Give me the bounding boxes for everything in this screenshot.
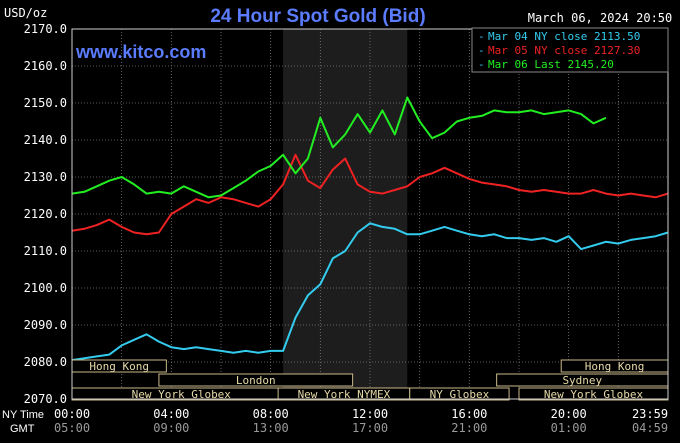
units-label: USD/oz (4, 6, 47, 20)
x-tick-label-ny: 20:00 (551, 407, 587, 421)
date-stamp: March 06, 2024 20:50 (528, 11, 673, 25)
legend-marker: - (478, 44, 485, 57)
x-tick-label-ny: 12:00 (352, 407, 388, 421)
session-label: Hong Kong (585, 360, 645, 373)
watermark: www.kitco.com (75, 42, 206, 62)
y-tick-label: 2110.0 (24, 244, 67, 258)
y-tick-label: 2100.0 (24, 281, 67, 295)
series-line-1 (71, 222, 669, 362)
y-tick-label: 2080.0 (24, 355, 67, 369)
session-label: New York Globex (132, 388, 232, 401)
session-label: NY Globex (430, 388, 490, 401)
plot-frame (71, 28, 669, 400)
x-tick-label-ny: 04:00 (153, 407, 189, 421)
x-tick-label-gmt: 13:00 (253, 421, 289, 435)
x-tick-label-ny: 16:00 (451, 407, 487, 421)
y-tick-label: 2170.0 (24, 22, 67, 36)
session-label: New York NYMEX (298, 388, 391, 401)
series-line-2 (71, 153, 669, 236)
session-label: New York Globex (544, 388, 644, 401)
session-label: London (236, 374, 276, 387)
session-label: Sydney (562, 374, 602, 387)
plot-border (71, 28, 669, 400)
y-tick-label: 2120.0 (24, 207, 67, 221)
x-tick-label-ny: 23:59 (632, 407, 668, 421)
chart-title: 24 Hour Spot Gold (Bid) (210, 6, 425, 27)
series-lines (71, 96, 669, 362)
x-tick-label-gmt: 05:00 (54, 421, 90, 435)
x-tick-label-gmt: 21:00 (451, 421, 487, 435)
x-tick-label-gmt: 01:00 (551, 421, 587, 435)
x-tick-label-ny: 00:00 (54, 407, 90, 421)
legend-entry: Mar 06 Last 2145.20 (488, 58, 614, 71)
series-line-3 (71, 96, 607, 199)
legend-marker: - (478, 58, 485, 71)
x-tick-labels: 00:00 04:00 08:00 12:00 16:00 20:00 23:59 05:00… (54, 407, 668, 435)
legend-box (471, 27, 669, 73)
y-tick-label: 2130.0 (24, 170, 67, 184)
x-tick-label-ny: 08:00 (253, 407, 289, 421)
legend-entry: Mar 05 NY close 2127.30 (488, 44, 640, 57)
grid (72, 29, 668, 399)
session-box (158, 373, 354, 387)
legend-marker: - (478, 30, 485, 43)
y-tick-label: 2160.0 (24, 59, 67, 73)
legend-entry: Mar 04 NY close 2113.50 (488, 30, 640, 43)
y-tick-label: 2070.0 (24, 392, 67, 406)
y-tick-label: 2150.0 (24, 96, 67, 110)
gmt-row-label: GMT (10, 423, 35, 435)
y-tick-label: 2140.0 (24, 133, 67, 147)
x-tick-label-gmt: 17:00 (352, 421, 388, 435)
legend: - Mar 04 NY close 2113.50- Mar 05 NY close… (471, 27, 669, 73)
ny-time-row-label: NY Time (2, 409, 44, 421)
x-tick-label-gmt: 09:00 (153, 421, 189, 435)
x-tick-label-gmt: 04:59 (632, 421, 668, 435)
y-tick-label: 2090.0 (24, 318, 67, 332)
market-session-labels: Hong Kong London New York Globex New York N… (71, 359, 669, 401)
session-box (409, 387, 510, 401)
y-tick-labels: 2170.0 2160.0 2150.0 2140.0 2130.0 2120.0 2110… (24, 22, 67, 406)
session-label: Hong Kong (89, 360, 149, 373)
